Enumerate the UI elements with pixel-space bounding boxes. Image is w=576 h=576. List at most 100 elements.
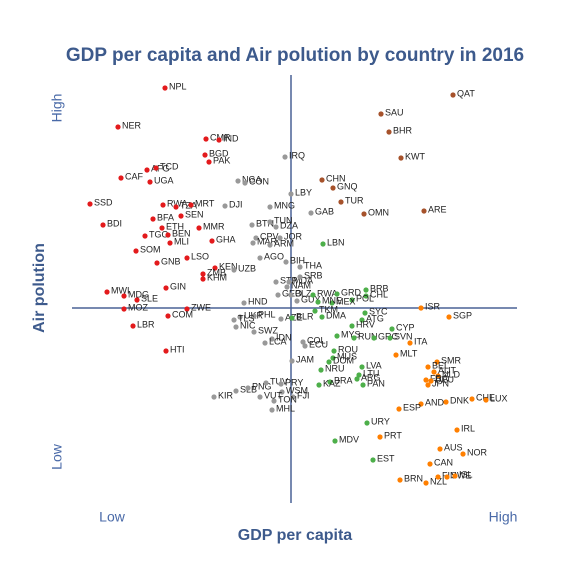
point [361,211,367,217]
chart-title: GDP per capita and Air polution by count… [66,45,524,66]
point-label: UGA [154,175,174,185]
point-label: GIN [170,281,186,291]
point [425,382,431,388]
point [418,305,424,311]
point-label: MEX [336,296,356,306]
point [222,203,228,209]
point [393,352,399,358]
point-label: MDA [293,275,313,285]
point-label: KEN [219,261,238,271]
point-label: DMA [326,310,346,320]
point [288,292,294,298]
point-label: DOM [333,355,354,365]
point [330,355,336,361]
point-label: SGP [453,310,472,320]
point-label: MMR [203,221,225,231]
point-label: CHL [370,289,388,299]
point [446,314,452,320]
point-label: LCA [269,336,287,346]
point-label: URY [371,416,390,426]
point-label: RUN [358,331,378,341]
point-label: PAN [367,378,385,388]
point-label: LVA [366,360,382,370]
point [275,292,281,298]
point [363,293,369,299]
point-label: MYS [341,329,361,339]
point [354,376,360,382]
point [87,201,93,207]
point [144,167,150,173]
y-tick-label: High [49,94,65,123]
point [134,297,140,303]
point-label: EST [377,453,395,463]
point-label: SOM [140,244,161,254]
point-label: NGA [242,174,262,184]
point-label: LTU [363,368,379,378]
point [196,225,202,231]
point [302,343,308,349]
point [273,279,279,285]
point-label: CHE [476,392,495,402]
point-label: ECU [309,339,328,349]
point [277,235,283,241]
point-label: NZL [430,476,447,486]
point-label: SMR [441,355,462,365]
point [389,326,395,332]
point-label: MLT [400,348,418,358]
point-label: TON [278,394,297,404]
point-label: GAB [315,206,334,216]
point [319,314,325,320]
point-label: AFG [151,163,170,173]
point [363,287,369,293]
point-label: ISL [459,469,473,479]
point [423,377,429,383]
point [153,165,159,171]
point-label: PAK [213,155,230,165]
point [425,364,431,370]
point-label: ROU [338,344,358,354]
point-label: TUR [345,195,364,205]
point [203,136,209,142]
point-label: WSM [286,385,308,395]
point [310,292,316,298]
point-label: ATG [366,313,384,323]
point-label: TLS [238,313,255,323]
point [267,219,273,225]
point [200,271,206,277]
point [269,407,275,413]
point-label: SWE [451,470,472,480]
point [154,260,160,266]
point [165,232,171,238]
point [407,340,413,346]
point-label: AUS [444,442,463,452]
point-label: MNE [322,295,342,305]
point-label: CAF [125,171,144,181]
point [360,382,366,388]
point [231,267,237,273]
point [118,175,124,181]
point-label: TGO [149,229,169,239]
point-label: LBN [327,237,345,247]
point [334,291,340,297]
point [316,382,322,388]
point [269,336,275,342]
point-label: RWA [317,288,338,298]
point-label: JOR [284,231,303,241]
point [178,213,184,219]
point [315,299,321,305]
point-label: OMN [368,207,389,217]
point [130,323,136,329]
point-label: KIR [218,390,234,400]
point [233,388,239,394]
point [397,477,403,483]
point-label: NRU [325,363,345,373]
point [121,306,127,312]
point-label: CMR [210,132,231,142]
point [450,92,456,98]
point-label: KAZ [323,378,341,388]
point [202,152,208,158]
point-label: FJI [297,390,310,400]
point-label: ARG [361,372,381,382]
point [267,242,273,248]
point [273,224,279,230]
